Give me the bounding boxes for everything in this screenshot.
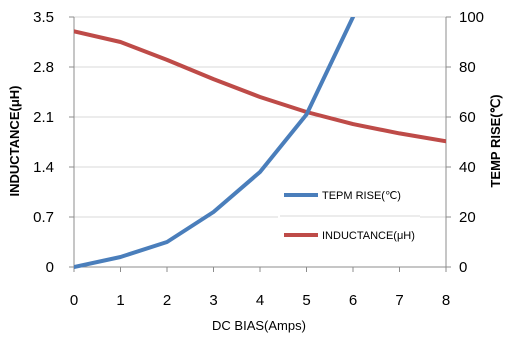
x-tick-label: 1 [116, 292, 124, 309]
y-left-tick-labels: 0 0.7 1.4 2.1 2.8 3.5 [33, 9, 54, 276]
x-tick-label: 7 [395, 292, 403, 309]
y-right-tick-labels: 0 20 40 60 80 100 [459, 9, 484, 276]
x-tick-label: 4 [256, 292, 264, 309]
y-right-axis-title: TEMP RISE(℃) [488, 94, 503, 187]
x-tick-labels: 0 1 2 3 4 5 6 7 8 [70, 292, 450, 309]
y-right-tick-label: 40 [459, 159, 476, 176]
x-axis-title: DC BIAS(Amps) [212, 318, 306, 333]
x-tick-label: 0 [70, 292, 78, 309]
y-left-tick-label: 1.4 [33, 159, 54, 176]
y-left-tick-label: 3.5 [33, 9, 54, 26]
y-left-tick-label: 2.1 [33, 109, 54, 126]
x-tick-label: 6 [349, 292, 357, 309]
y-left-tick-label: 0 [46, 259, 54, 276]
series-line-inductance [74, 29, 446, 144]
y-left-axis-title: INDUCTANCE(μH) [7, 86, 22, 197]
legend-label-temp-rise: TEPM RISE(℃) [322, 190, 401, 202]
x-tick-label: 2 [163, 292, 171, 309]
x-tick-label: 8 [442, 292, 450, 309]
x-tick-label: 5 [302, 292, 310, 309]
y-right-tick-label: 60 [459, 109, 476, 126]
y-right-tick-label: 100 [459, 9, 484, 26]
series-line-temp-rise [74, 17, 355, 269]
axes [69, 16, 451, 272]
legend: TEPM RISE(℃) INDUCTANCE(μH) [278, 185, 420, 247]
series-lines [74, 17, 446, 269]
y-right-tick-label: 0 [459, 259, 467, 276]
y-right-tick-label: 20 [459, 209, 476, 226]
legend-label-inductance: INDUCTANCE(μH) [322, 230, 415, 242]
y-left-tick-label: 2.8 [33, 59, 54, 76]
y-left-tick-label: 0.7 [33, 209, 54, 226]
y-right-tick-label: 80 [459, 59, 476, 76]
x-tick-label: 3 [209, 292, 217, 309]
